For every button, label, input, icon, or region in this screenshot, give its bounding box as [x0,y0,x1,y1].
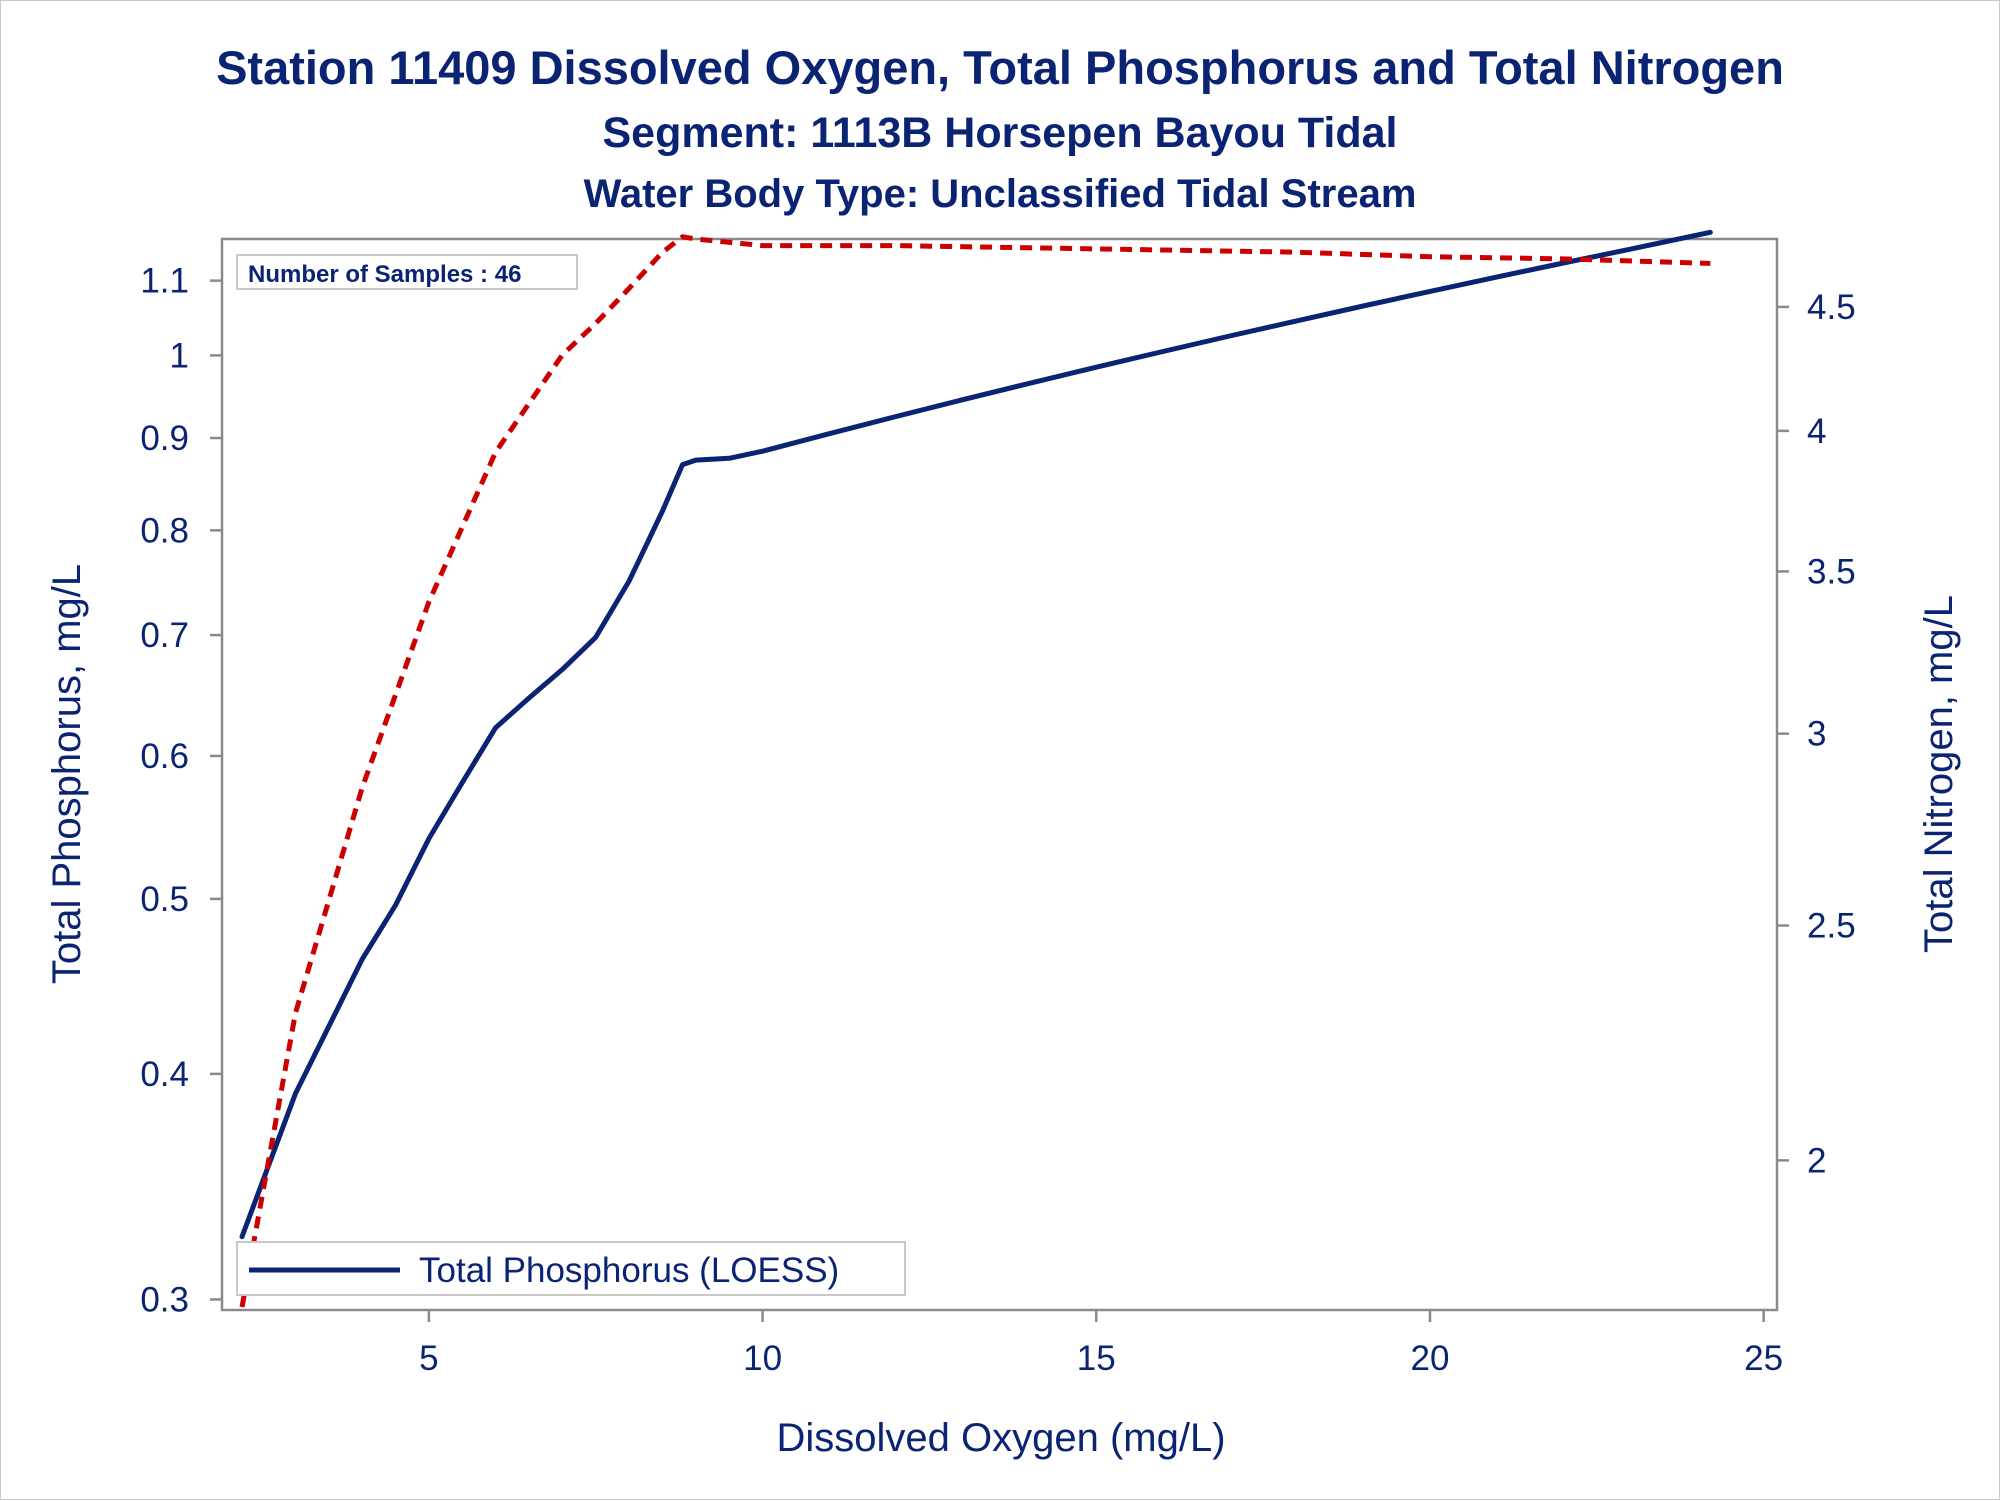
y-axis-left-label: Total Phosphorus, mg/L [45,564,89,984]
y2-tick-label: 2 [1807,1141,1826,1180]
y2-tick-label: 2.5 [1807,907,1856,946]
y-tick-label: 0.5 [140,880,189,919]
y2-tick-label: 3 [1807,715,1826,754]
chart-title: Station 11409 Dissolved Oxygen, Total Ph… [216,41,1784,94]
chart-subtitle-waterbody: Water Body Type: Unclassified Tidal Stre… [584,172,1417,216]
legend-label-total-phosphorus: Total Phosphorus (LOESS) [419,1251,839,1290]
y-axis-right-label: Total Nitrogen, mg/L [1917,595,1961,953]
y2-tick-label: 4.5 [1807,288,1856,327]
y-tick-label: 1.1 [140,262,189,301]
x-axis-label: Dissolved Oxygen (mg/L) [776,1416,1225,1460]
samples-inset-box [236,254,578,290]
y-axis-left: 0.3 0.4 0.5 0.6 0.7 0.8 0.9 1 1.1 [140,262,222,1319]
y-tick-label: 0.9 [140,419,189,458]
series-line-total-nitrogen [239,234,1711,1308]
y2-tick-label: 4 [1807,412,1826,451]
x-tick-label: 25 [1744,1339,1783,1378]
y-tick-label: 0.8 [140,511,189,550]
y-tick-label: 0.7 [140,616,189,655]
series-line-total-phosphorus [239,229,1713,1240]
samples-inset-text: Number of Samples : 46 [248,261,521,288]
x-axis: 5 10 15 20 25 [419,1310,1783,1378]
x-tick-label: 15 [1077,1339,1116,1378]
y2-tick-label: 3.5 [1807,552,1856,591]
y-tick-label: 0.3 [140,1280,189,1319]
x-tick-label: 20 [1410,1339,1449,1378]
y-tick-label: 0.4 [140,1055,189,1094]
x-tick-label: 5 [419,1339,438,1378]
chart-subtitle-segment: Segment: 1113B Horsepen Bayou Tidal [603,109,1398,157]
plot-area-border [220,237,1779,1312]
y-tick-label: 0.6 [140,737,189,776]
y-axis-right: 2 2.5 3 3.5 4 4.5 [1777,288,1856,1180]
x-tick-label: 10 [743,1339,782,1378]
y-tick-label: 1 [170,336,189,375]
